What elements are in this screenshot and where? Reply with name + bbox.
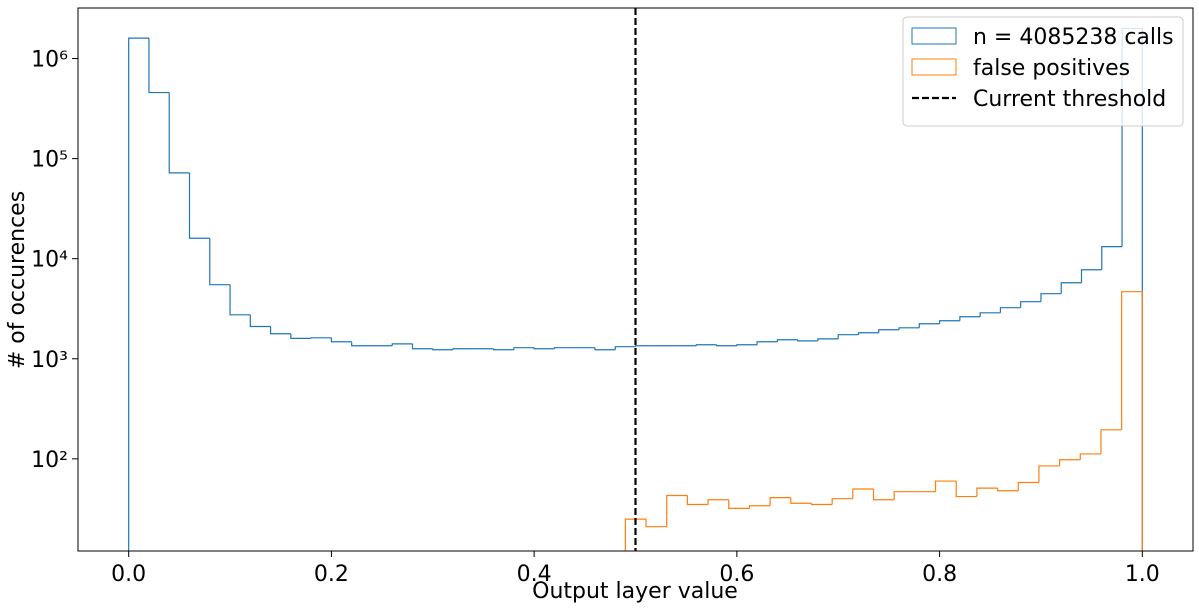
histogram-step [513,347,535,350]
histogram-step [996,488,1019,492]
histogram-step [290,333,312,339]
histogram-step [715,344,737,347]
histogram-step [351,341,372,347]
legend-box [902,16,1184,127]
histogram-step [852,488,874,499]
legend-swatch [911,27,957,45]
histogram-step [310,337,332,339]
histogram-step [229,284,251,316]
histogram-step [918,323,940,328]
histogram-step [666,494,688,527]
axes-frame [77,7,1194,552]
histogram-step [955,481,977,498]
histogram-step [1121,291,1143,551]
histogram-step [736,344,758,346]
histogram-step [831,498,853,505]
histogram-step [756,341,778,345]
histogram-step [1038,465,1060,483]
histogram-step [148,38,170,94]
histogram-step [452,348,474,350]
histogram-step [979,312,1001,317]
y-axis-label: # of occurences [5,191,30,369]
histogram-step [898,327,920,330]
histogram-step [645,519,667,528]
histogram-step [128,37,149,551]
histogram-step [1100,429,1122,454]
histogram-step [553,347,575,349]
y-tick-label: 10⁴ [31,248,68,273]
y-tick-label: 10⁵ [31,148,68,173]
legend-label: n = 4085238 calls [973,25,1174,50]
histogram-step [432,348,454,351]
histogram-step [411,343,433,350]
histogram-step [391,343,413,346]
histogram-step [893,491,915,500]
histogram-step [976,487,998,497]
legend: n = 4085238 calls false positives Current … [902,16,1184,127]
histogram-step [707,499,729,505]
histogram-step [938,320,960,324]
histogram-step [999,307,1021,313]
legend-label: Current threshold [973,87,1166,112]
histogram-step [769,497,791,506]
histogram-step [1040,293,1062,302]
histogram-step [188,172,210,239]
histogram-step [797,339,818,342]
histogram-step [728,499,750,509]
histogram-step [594,347,616,351]
y-tick-label: 10³ [31,348,68,373]
histogram-step [695,344,717,346]
x-tick-label: 0.0 [111,562,146,587]
histogram-step [934,480,957,492]
histogram-step [686,495,709,506]
legend-label: false positives [973,56,1130,81]
histogram-step [1020,301,1041,308]
histogram-step [872,488,895,501]
x-tick-label: 0.2 [314,562,349,587]
histogram-step [614,346,636,350]
histogram-step [959,316,981,321]
histogram-step [634,345,656,347]
histogram-step [330,337,352,343]
histogram-step [492,348,514,351]
histogram-step [878,329,900,333]
histogram-step [790,497,812,504]
histogram-step [168,92,190,174]
histogram-step [748,505,771,509]
histogram-step [269,326,291,335]
x-tick-label: 0.6 [719,562,754,587]
x-tick-label: 0.4 [517,562,552,587]
histogram-step [837,334,859,339]
legend-swatch [911,58,957,76]
x-tick-label: 1.0 [1125,562,1160,587]
x-axis-label: Output layer value [532,579,738,604]
histogram-step [817,338,839,341]
y-tick-label: 10⁶ [31,48,68,73]
histogram-step [810,503,833,506]
histogram-step [209,238,231,286]
x-tick-label: 0.8 [922,562,957,587]
histogram-step [533,347,555,350]
histogram-step [1080,269,1102,283]
histogram-step [1079,453,1101,460]
histogram-step [1059,459,1081,466]
y-tick-label: 10² [31,448,68,473]
histogram-step [624,518,647,551]
histogram-step [1101,246,1123,270]
histogram-step [249,314,271,328]
histogram-step [1017,481,1039,491]
histogram-step [857,332,879,335]
histogram-step [776,339,798,342]
histogram-step [1060,282,1082,294]
